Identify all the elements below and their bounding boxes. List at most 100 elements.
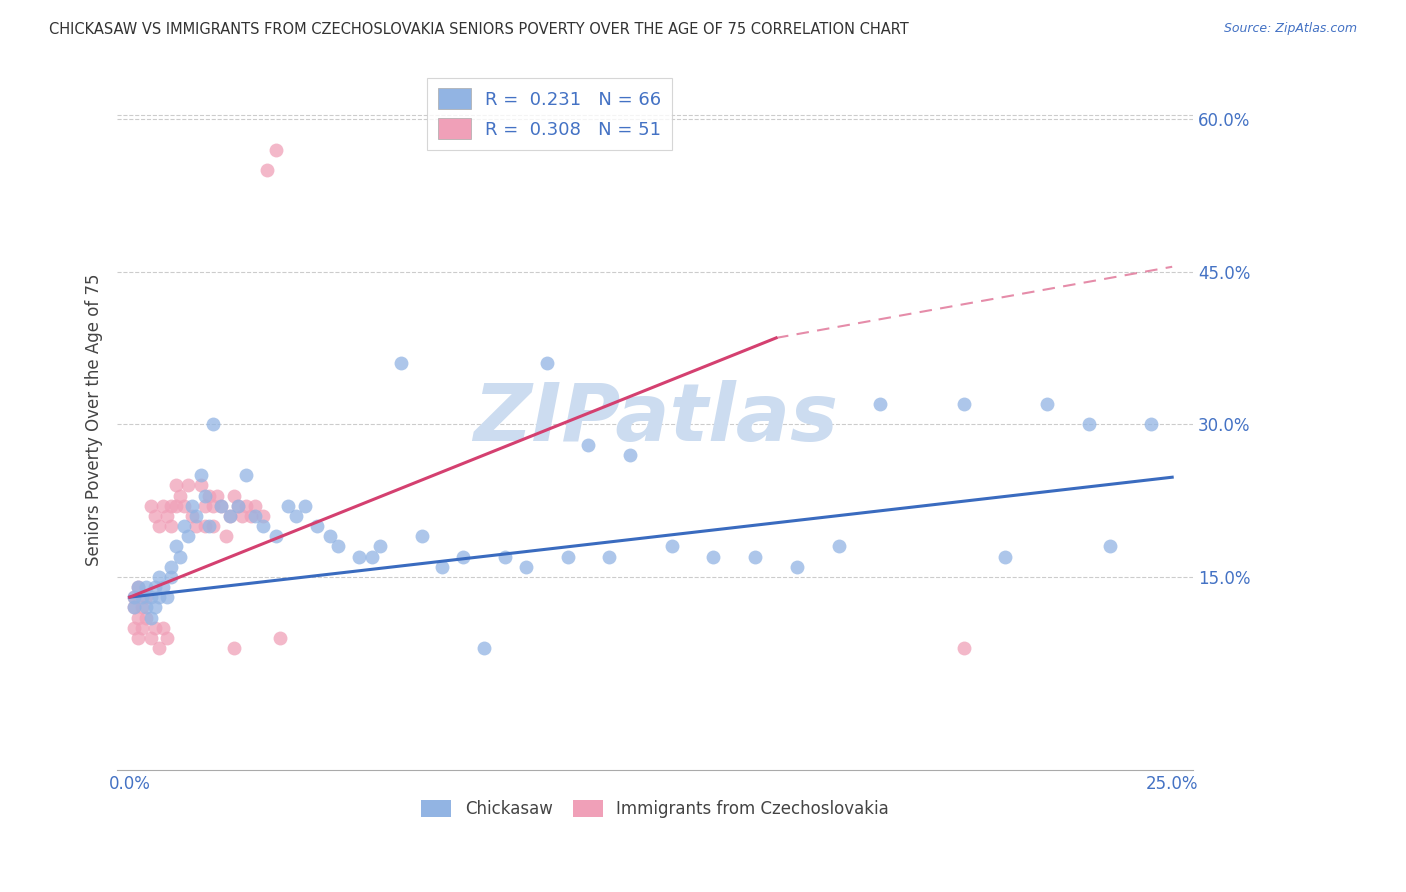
Point xyxy=(198,519,221,533)
Point xyxy=(952,640,974,655)
Point xyxy=(952,397,974,411)
Point xyxy=(744,549,766,564)
Point xyxy=(122,621,145,635)
Point xyxy=(131,621,153,635)
Point xyxy=(209,499,232,513)
Point xyxy=(264,529,287,543)
Point xyxy=(160,499,183,513)
Point xyxy=(207,489,229,503)
Point xyxy=(702,549,724,564)
Point xyxy=(277,499,299,513)
Point xyxy=(169,489,191,503)
Point xyxy=(148,570,170,584)
Point xyxy=(160,570,183,584)
Point xyxy=(181,508,204,523)
Point xyxy=(186,508,208,523)
Point xyxy=(127,631,149,645)
Point xyxy=(1140,417,1163,432)
Point xyxy=(165,539,187,553)
Point xyxy=(218,508,240,523)
Point xyxy=(143,580,166,594)
Point xyxy=(1098,539,1121,553)
Point xyxy=(156,508,179,523)
Point xyxy=(536,356,558,370)
Point xyxy=(194,499,217,513)
Point xyxy=(143,600,166,615)
Point xyxy=(1036,397,1059,411)
Point xyxy=(222,640,245,655)
Point xyxy=(181,499,204,513)
Point xyxy=(173,519,195,533)
Point xyxy=(307,519,329,533)
Point xyxy=(152,580,174,594)
Point xyxy=(160,559,183,574)
Point xyxy=(139,590,162,604)
Point xyxy=(515,559,537,574)
Point xyxy=(198,489,221,503)
Point xyxy=(131,600,153,615)
Point xyxy=(139,610,162,624)
Point xyxy=(202,499,225,513)
Point xyxy=(264,143,287,157)
Point xyxy=(235,499,257,513)
Point xyxy=(235,468,257,483)
Point xyxy=(294,499,316,513)
Text: Source: ZipAtlas.com: Source: ZipAtlas.com xyxy=(1223,22,1357,36)
Point xyxy=(319,529,342,543)
Point xyxy=(598,549,620,564)
Point xyxy=(202,519,225,533)
Point xyxy=(143,508,166,523)
Point xyxy=(231,508,253,523)
Point xyxy=(152,621,174,635)
Point xyxy=(135,590,157,604)
Point xyxy=(619,448,641,462)
Point xyxy=(214,529,236,543)
Point xyxy=(131,590,153,604)
Point xyxy=(222,489,245,503)
Point xyxy=(202,417,225,432)
Point xyxy=(160,519,183,533)
Point xyxy=(173,499,195,513)
Point xyxy=(122,600,145,615)
Point xyxy=(1077,417,1099,432)
Point xyxy=(576,438,599,452)
Point xyxy=(827,539,849,553)
Point xyxy=(472,640,495,655)
Point xyxy=(256,163,278,178)
Point xyxy=(368,539,391,553)
Point xyxy=(786,559,808,574)
Point xyxy=(165,499,187,513)
Point xyxy=(411,529,433,543)
Point xyxy=(347,549,370,564)
Point xyxy=(122,590,145,604)
Point xyxy=(190,468,212,483)
Point xyxy=(209,499,232,513)
Point xyxy=(165,478,187,492)
Point xyxy=(135,600,157,615)
Point xyxy=(148,640,170,655)
Point xyxy=(226,499,249,513)
Point xyxy=(148,590,170,604)
Point xyxy=(252,519,274,533)
Point xyxy=(226,499,249,513)
Point xyxy=(190,478,212,492)
Point xyxy=(243,508,266,523)
Point xyxy=(557,549,579,564)
Point xyxy=(869,397,891,411)
Point xyxy=(127,580,149,594)
Point xyxy=(432,559,454,574)
Point xyxy=(156,590,179,604)
Point xyxy=(360,549,382,564)
Point xyxy=(194,489,217,503)
Point xyxy=(252,508,274,523)
Point xyxy=(994,549,1017,564)
Point xyxy=(139,499,162,513)
Point xyxy=(135,580,157,594)
Point xyxy=(169,549,191,564)
Text: CHICKASAW VS IMMIGRANTS FROM CZECHOSLOVAKIA SENIORS POVERTY OVER THE AGE OF 75 C: CHICKASAW VS IMMIGRANTS FROM CZECHOSLOVA… xyxy=(49,22,908,37)
Point xyxy=(148,519,170,533)
Point xyxy=(661,539,683,553)
Point xyxy=(122,590,145,604)
Legend: Chickasaw, Immigrants from Czechoslovakia: Chickasaw, Immigrants from Czechoslovaki… xyxy=(415,793,896,825)
Point xyxy=(186,519,208,533)
